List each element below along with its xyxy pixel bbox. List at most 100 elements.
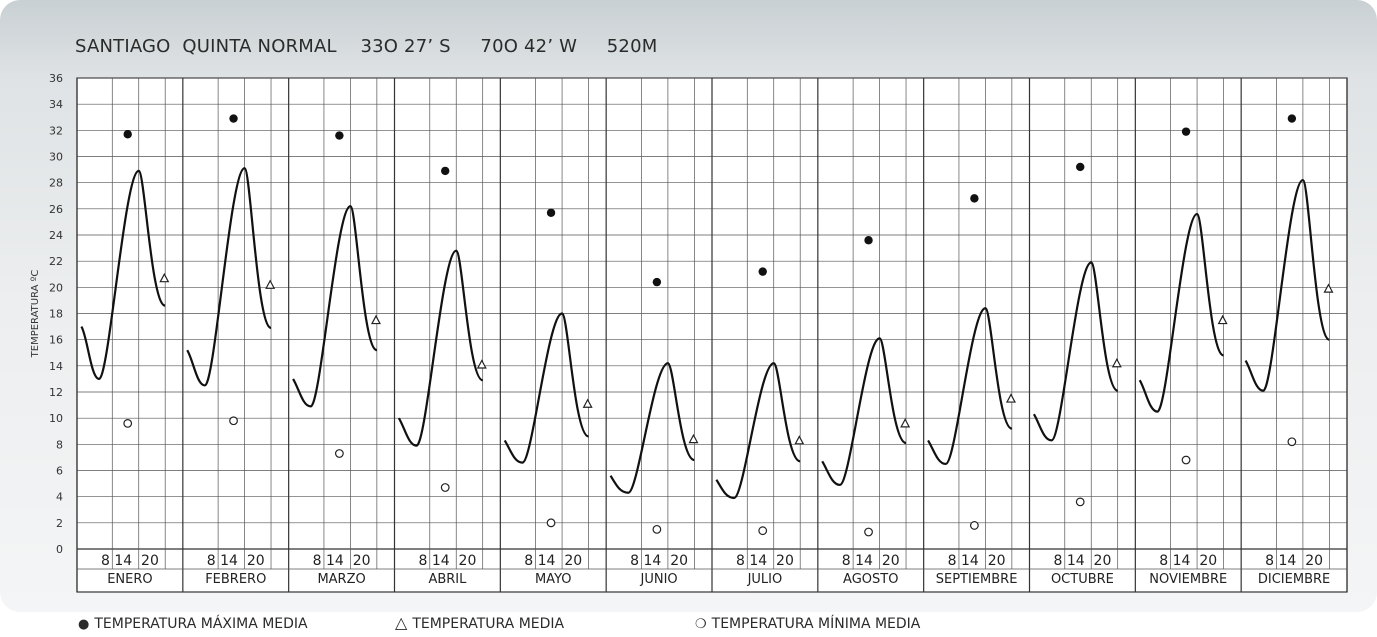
daily-curve-febrero	[186, 167, 273, 387]
max-temp-point	[123, 130, 132, 139]
daily-curve-julio	[715, 362, 801, 500]
mean-temp-point	[900, 418, 911, 428]
y-tick-label: 22	[49, 255, 63, 268]
hour-labels: 8 14 20	[524, 553, 582, 569]
month-label: JULIO	[747, 572, 783, 587]
mean-temp-point	[1217, 314, 1228, 325]
month-label: NOVIEMBRE	[1149, 572, 1227, 587]
max-temp-point	[335, 131, 344, 140]
y-tick-label: 4	[56, 491, 63, 504]
max-temp-point	[652, 277, 662, 287]
min-temp-point	[546, 518, 556, 528]
min-temp-point	[758, 526, 768, 536]
hour-labels: 8 14 20	[1053, 553, 1111, 569]
mean-temp-point	[370, 314, 381, 325]
max-temp-point	[1181, 127, 1191, 136]
min-temp-point	[1075, 497, 1085, 507]
max-temp-point	[1076, 162, 1085, 172]
y-axis-label: TEMPERATURA ºC	[30, 270, 41, 359]
legend-item-max: ● TEMPERATURA MÁXIMA MEDIA	[78, 616, 308, 632]
chart-title: SANTIAGO QUINTA NORMAL 33O 27’ S 70O 42’…	[75, 36, 658, 57]
month-label: ABRIL	[428, 572, 467, 587]
hour-labels: 8 14 20	[313, 553, 371, 569]
hour-labels: 8 14 20	[418, 553, 476, 569]
min-temp-point	[864, 527, 873, 537]
min-temp-point	[1287, 437, 1297, 447]
daily-curve-mayo	[503, 312, 590, 464]
max-temp-point	[229, 114, 238, 123]
max-temp-point	[864, 236, 873, 245]
mean-temp-point	[159, 272, 170, 283]
mean-temp-point	[1111, 357, 1122, 368]
max-temp-point	[1287, 114, 1297, 123]
mean-temp-point	[1005, 393, 1016, 403]
month-label: JUNIO	[640, 572, 678, 587]
min-temp-point	[440, 483, 450, 492]
min-temp-point	[1181, 455, 1191, 465]
y-tick-label: 34	[49, 98, 63, 111]
mean-temp-point	[476, 359, 487, 369]
month-label: AGOSTO	[843, 572, 898, 587]
hour-labels: 8 14 20	[630, 553, 688, 569]
y-tick-label: 12	[49, 386, 63, 399]
y-tick-label: 24	[49, 229, 63, 242]
y-tick-label: 8	[56, 438, 63, 451]
min-temp-point	[334, 449, 344, 458]
hour-labels: 8 14 20	[1265, 553, 1323, 569]
min-temp-point	[123, 419, 133, 428]
hour-labels: 8 14 20	[207, 553, 265, 569]
filled-circle-icon: ●	[78, 617, 90, 632]
hour-labels: 8 14 20	[1159, 553, 1217, 569]
daily-curve-abril	[397, 249, 484, 447]
month-label: MARZO	[317, 572, 365, 587]
mean-temp-point	[794, 435, 805, 445]
y-tick-label: 0	[56, 543, 63, 556]
legend: ● TEMPERATURA MÁXIMA MEDIA △ TEMPERATURA M…	[0, 614, 1377, 637]
y-tick-label: 28	[49, 177, 63, 190]
month-label: FEBRERO	[205, 572, 266, 587]
y-tick-label: 20	[49, 281, 63, 294]
hour-labels: 8 14 20	[736, 553, 794, 569]
month-label: SEPTIEMBRE	[936, 572, 1018, 587]
mean-temp-point	[265, 279, 276, 289]
hour-labels: 8 14 20	[101, 553, 159, 569]
max-temp-point	[546, 208, 556, 217]
daily-curve-noviembre	[1138, 212, 1225, 413]
y-tick-label: 2	[56, 517, 63, 530]
daily-curve-enero	[80, 169, 166, 381]
month-label: ENERO	[107, 572, 152, 587]
legend-label-mean: TEMPERATURA MEDIA	[412, 616, 565, 632]
hour-labels: 8 14 20	[842, 553, 900, 569]
y-tick-label: 36	[49, 72, 63, 85]
month-label: MAYO	[535, 572, 572, 587]
daily-curve-marzo	[292, 205, 378, 408]
max-temp-point	[970, 194, 979, 203]
min-temp-point	[969, 521, 979, 530]
y-tick-label: 26	[49, 203, 63, 216]
triangle-icon: △	[395, 613, 408, 632]
max-temp-point	[441, 166, 450, 176]
daily-curve-diciembre	[1244, 178, 1331, 392]
max-temp-point	[758, 267, 767, 276]
open-circle-icon: ❍	[695, 617, 707, 632]
min-temp-point	[652, 524, 662, 534]
daily-curve-junio	[609, 362, 695, 494]
y-tick-label: 6	[56, 465, 63, 478]
legend-label-min: TEMPERATURA MÍNIMA MEDIA	[711, 616, 921, 632]
y-tick-label: 18	[49, 308, 63, 321]
y-tick-label: 10	[49, 412, 63, 425]
legend-item-mean: △ TEMPERATURA MEDIA	[395, 613, 565, 633]
y-tick-label: 32	[49, 124, 63, 137]
y-tick-label: 14	[49, 360, 63, 373]
daily-curve-septiembre	[927, 307, 1013, 466]
daily-curve-agosto	[821, 337, 907, 486]
legend-item-min: ❍ TEMPERATURA MÍNIMA MEDIA	[695, 616, 920, 632]
min-temp-point	[229, 416, 238, 426]
mean-temp-point	[582, 398, 593, 408]
hour-labels: 8 14 20	[948, 553, 1006, 569]
daily-curve-octubre	[1032, 261, 1119, 442]
y-tick-label: 30	[49, 151, 63, 164]
legend-label-max: TEMPERATURA MÁXIMA MEDIA	[94, 616, 308, 632]
y-tick-label: 16	[49, 334, 63, 347]
